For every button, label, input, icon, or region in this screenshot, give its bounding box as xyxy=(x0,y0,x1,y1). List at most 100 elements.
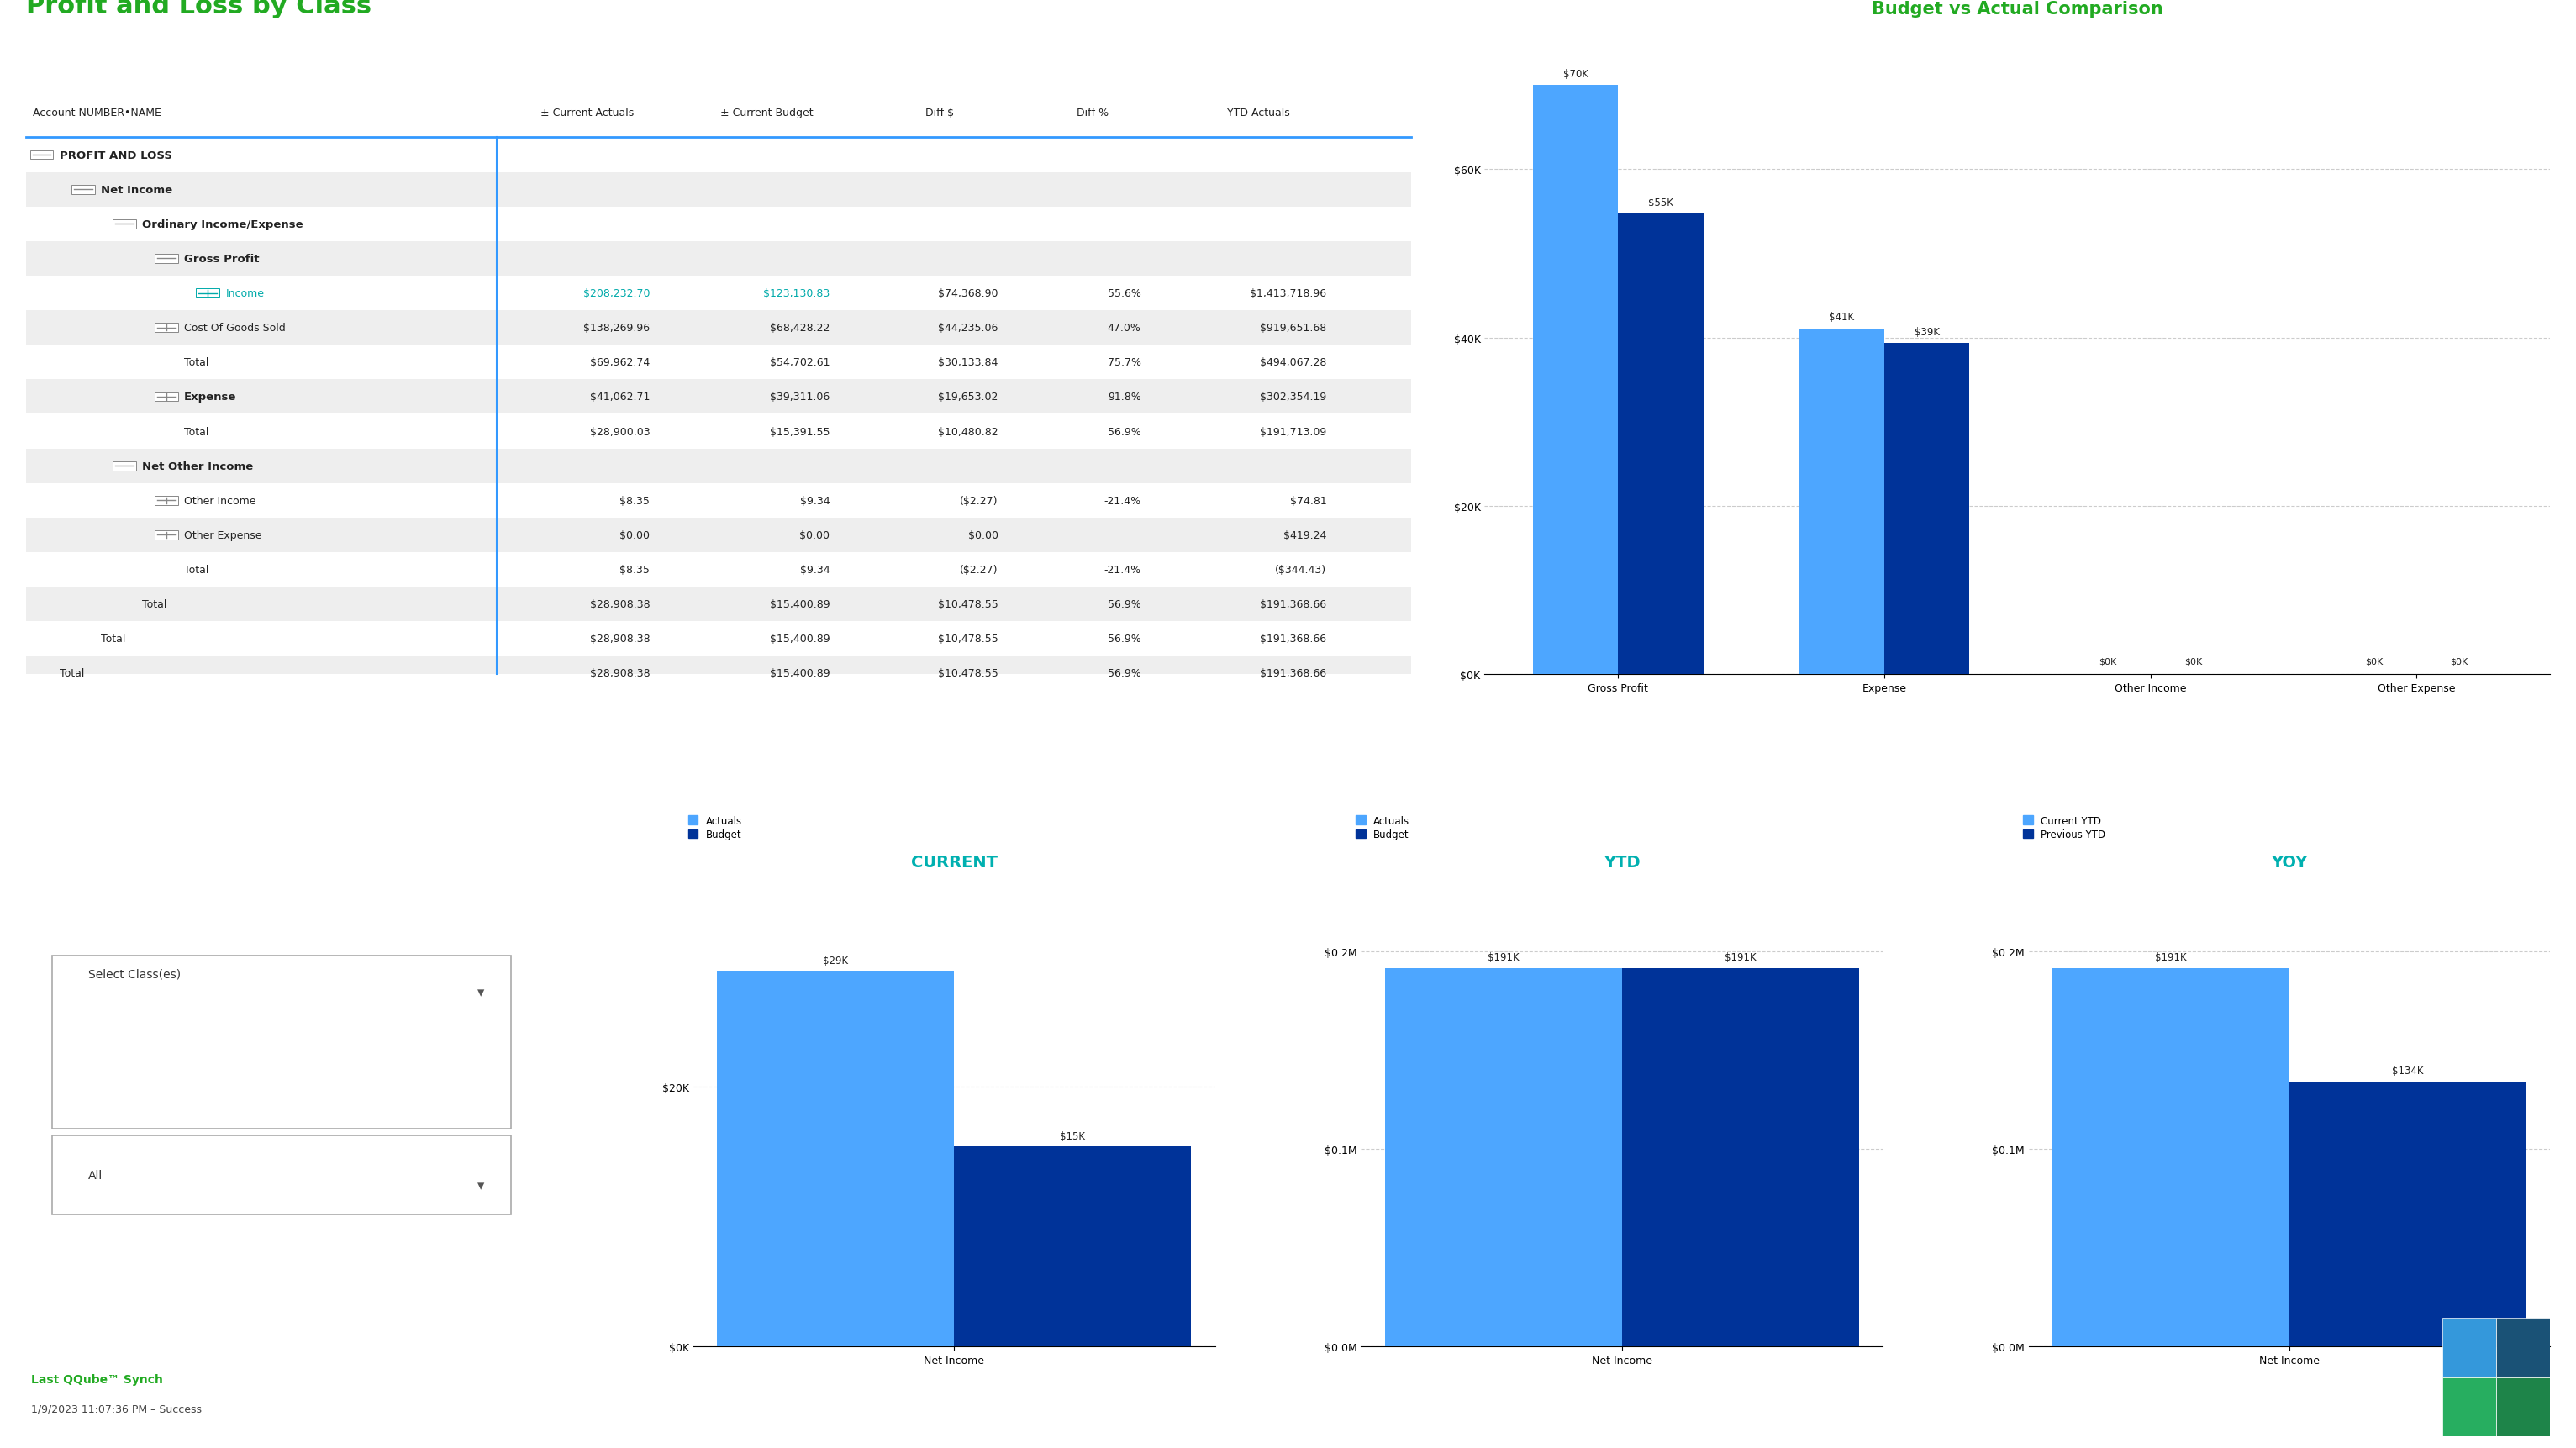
Bar xyxy=(2496,1318,2550,1377)
Text: $191K: $191K xyxy=(1486,951,1520,963)
Text: Total: Total xyxy=(100,634,126,644)
Text: $8.35: $8.35 xyxy=(621,565,649,575)
Bar xyxy=(113,462,137,471)
Text: $28,908.38: $28,908.38 xyxy=(590,634,649,644)
Text: Net Income: Net Income xyxy=(100,184,173,195)
Title: Budget vs Actual Comparison: Budget vs Actual Comparison xyxy=(1873,1,2164,17)
Text: $8.35: $8.35 xyxy=(621,495,649,507)
Bar xyxy=(155,323,178,333)
Bar xyxy=(1533,85,1618,675)
Text: Ordinary Income/Expense: Ordinary Income/Expense xyxy=(142,219,304,230)
Text: $0.00: $0.00 xyxy=(621,530,649,542)
Text: $191K: $191K xyxy=(1723,951,1757,963)
Text: 1/9/2023 11:07:36 PM – Success: 1/9/2023 11:07:36 PM – Success xyxy=(31,1403,201,1415)
Text: $28,900.03: $28,900.03 xyxy=(590,426,649,437)
Text: Other Income: Other Income xyxy=(183,495,255,507)
Text: ± Current Actuals: ± Current Actuals xyxy=(541,107,634,119)
Bar xyxy=(155,497,178,505)
Text: $69,962.74: $69,962.74 xyxy=(590,358,649,368)
Bar xyxy=(155,531,178,540)
Text: Income: Income xyxy=(227,288,265,300)
Bar xyxy=(113,220,137,229)
Text: $0K: $0K xyxy=(2184,657,2202,666)
Text: $123,130.83: $123,130.83 xyxy=(762,288,829,300)
Bar xyxy=(1623,969,1860,1347)
Bar xyxy=(2290,1082,2527,1347)
Bar xyxy=(155,255,178,264)
Text: YTD Actuals: YTD Actuals xyxy=(1226,107,1291,119)
Text: $19,653.02: $19,653.02 xyxy=(938,392,999,403)
Bar xyxy=(2496,1377,2550,1436)
Legend: Actuals, Budget: Actuals, Budget xyxy=(688,815,742,840)
Text: 56.9%: 56.9% xyxy=(1108,668,1141,679)
Text: ▾: ▾ xyxy=(477,985,484,999)
Text: Expense: Expense xyxy=(183,392,237,403)
Text: ▾: ▾ xyxy=(477,1177,484,1193)
Text: PROFIT AND LOSS: PROFIT AND LOSS xyxy=(59,151,173,161)
Bar xyxy=(31,151,54,159)
Bar xyxy=(26,518,1412,553)
Text: $191,368.66: $191,368.66 xyxy=(1260,668,1327,679)
Bar xyxy=(26,588,1412,621)
Bar xyxy=(72,185,95,194)
Text: $0K: $0K xyxy=(2099,657,2117,666)
Text: Total: Total xyxy=(142,599,167,610)
Text: Diff $: Diff $ xyxy=(925,107,956,119)
Bar xyxy=(26,449,1412,484)
Text: Cost Of Goods Sold: Cost Of Goods Sold xyxy=(183,323,286,333)
Text: $39K: $39K xyxy=(1914,327,1940,337)
Text: Total: Total xyxy=(183,565,209,575)
Legend: Current YTD, Previous YTD: Current YTD, Previous YTD xyxy=(2022,815,2105,840)
Title: YTD: YTD xyxy=(1602,854,1641,870)
Text: $41K: $41K xyxy=(1829,311,1855,323)
Bar xyxy=(196,290,219,298)
Text: $9.34: $9.34 xyxy=(801,565,829,575)
Text: Last QQube™ Synch: Last QQube™ Synch xyxy=(31,1374,162,1386)
Bar xyxy=(2442,1318,2496,1377)
Text: 55.6%: 55.6% xyxy=(1108,288,1141,300)
Bar xyxy=(26,379,1412,414)
Text: Diff %: Diff % xyxy=(1077,107,1108,119)
Title: YOY: YOY xyxy=(2272,854,2308,870)
Text: Net Other Income: Net Other Income xyxy=(142,460,252,472)
Text: $28,908.38: $28,908.38 xyxy=(590,668,649,679)
Text: $419.24: $419.24 xyxy=(1283,530,1327,542)
Text: $54,702.61: $54,702.61 xyxy=(770,358,829,368)
Text: $0K: $0K xyxy=(2450,657,2468,666)
Text: -21.4%: -21.4% xyxy=(1105,495,1141,507)
Text: $10,478.55: $10,478.55 xyxy=(938,668,999,679)
Text: Profit and Loss by Class: Profit and Loss by Class xyxy=(26,0,371,19)
Text: $68,428.22: $68,428.22 xyxy=(770,323,829,333)
Text: -21.4%: -21.4% xyxy=(1105,565,1141,575)
Text: Other Expense: Other Expense xyxy=(183,530,263,542)
Text: 56.9%: 56.9% xyxy=(1108,426,1141,437)
Bar xyxy=(953,1147,1190,1347)
Text: $15,400.89: $15,400.89 xyxy=(770,634,829,644)
Text: $41,062.71: $41,062.71 xyxy=(590,392,649,403)
Text: $0.00: $0.00 xyxy=(799,530,829,542)
Text: $30,133.84: $30,133.84 xyxy=(938,358,999,368)
Text: ($2.27): ($2.27) xyxy=(961,495,999,507)
Text: $191,368.66: $191,368.66 xyxy=(1260,599,1327,610)
Text: $208,232.70: $208,232.70 xyxy=(582,288,649,300)
Text: $134K: $134K xyxy=(2393,1066,2424,1076)
Bar xyxy=(26,172,1412,207)
Text: Total: Total xyxy=(59,668,85,679)
Text: $15,400.89: $15,400.89 xyxy=(770,599,829,610)
Text: $191K: $191K xyxy=(2156,951,2187,963)
Text: 75.7%: 75.7% xyxy=(1108,358,1141,368)
Bar xyxy=(2053,969,2290,1347)
Bar xyxy=(1386,969,1623,1347)
Text: $74,368.90: $74,368.90 xyxy=(938,288,999,300)
Text: ± Current Budget: ± Current Budget xyxy=(721,107,814,119)
Text: $74.81: $74.81 xyxy=(1291,495,1327,507)
Text: $15,391.55: $15,391.55 xyxy=(770,426,829,437)
Text: 56.9%: 56.9% xyxy=(1108,634,1141,644)
Bar xyxy=(1618,214,1703,675)
Text: $191,368.66: $191,368.66 xyxy=(1260,634,1327,644)
Text: $302,354.19: $302,354.19 xyxy=(1260,392,1327,403)
Legend: Actuals, Budget: Actuals, Budget xyxy=(1355,815,1409,840)
Text: $9.34: $9.34 xyxy=(801,495,829,507)
FancyBboxPatch shape xyxy=(52,1135,510,1215)
Text: $10,478.55: $10,478.55 xyxy=(938,599,999,610)
